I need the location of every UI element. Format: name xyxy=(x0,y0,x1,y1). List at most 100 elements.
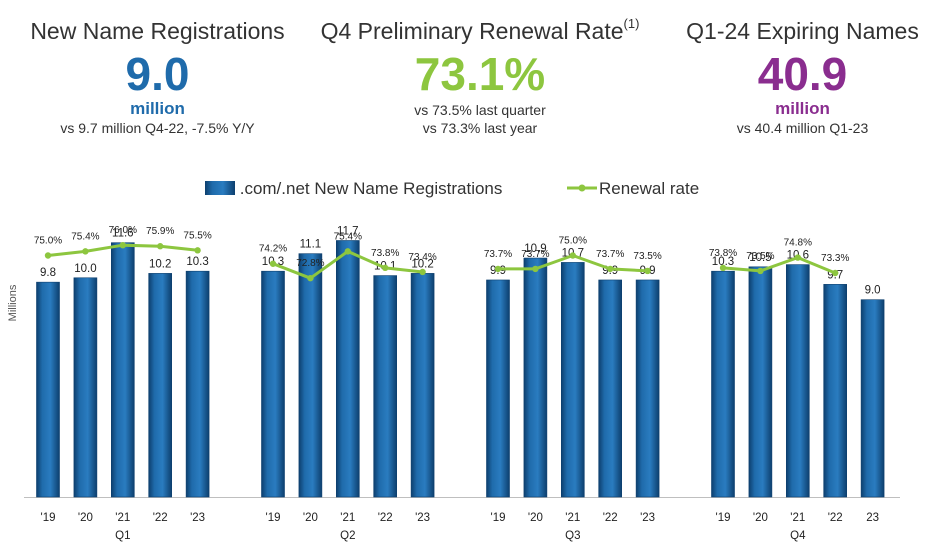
renewal-rate-label: 76.0% xyxy=(109,225,137,236)
renewal-rate-label: 73.7% xyxy=(521,249,549,260)
renewal-rate-label: 75.4% xyxy=(71,231,99,242)
bar xyxy=(111,242,135,498)
bar-value-label: 10.5 xyxy=(749,252,771,264)
bar-value-label: 11.1 xyxy=(300,239,322,251)
kpi-value: 9.0 xyxy=(125,48,190,100)
bar xyxy=(598,279,623,498)
renewal-rate-label: 73.7% xyxy=(596,249,624,260)
kpi-renewal-rate: Q4 Preliminary Renewal Rate(1) 73.1% vs … xyxy=(305,16,655,137)
renewal-rate-label: 75.9% xyxy=(146,226,174,237)
renewal-rate-label: 75.5% xyxy=(183,230,211,241)
bar xyxy=(410,273,435,498)
x-tick-label: '20 xyxy=(528,512,543,524)
renewal-rate-point xyxy=(719,264,727,272)
x-tick-label: '21 xyxy=(565,512,580,524)
legend-bar-swatch xyxy=(205,181,235,195)
x-tick-label: '20 xyxy=(303,512,318,524)
bar-value-label: 10.2 xyxy=(411,258,433,270)
kpi-value: 73.1% xyxy=(414,48,546,100)
renewal-rate-label: 73.7% xyxy=(484,249,512,260)
bar xyxy=(785,264,810,498)
kpi-note: vs 40.4 million Q1-23 xyxy=(736,120,869,136)
renewal-rate-point xyxy=(419,268,426,276)
renewal-rate-label: 75.4% xyxy=(334,231,362,242)
renewal-rate-label: 72.8% xyxy=(296,258,324,269)
x-tick-label: '19 xyxy=(266,512,281,524)
bar-value-label: 10.3 xyxy=(712,256,734,268)
renewal-rate-label: 74.8% xyxy=(784,238,812,249)
kpi-title: Q4 Preliminary Renewal Rate(1) xyxy=(305,16,655,45)
kpi-note: vs 9.7 million Q4-22, -7.5% Y/Y xyxy=(60,120,255,136)
renewal-rate-label: 75.0% xyxy=(34,236,62,247)
x-tick-label: '21 xyxy=(790,512,805,524)
x-tick-label: '21 xyxy=(115,512,130,524)
renewal-rate-point xyxy=(307,274,314,282)
renewal-rate-point xyxy=(157,243,164,250)
quarter-label: Q4 xyxy=(790,530,806,542)
x-tick-label: '20 xyxy=(78,512,93,524)
y-axis-label: Millions xyxy=(7,284,19,321)
kpi-note-year: vs 73.3% last year xyxy=(422,120,538,136)
bar xyxy=(73,277,98,498)
bar xyxy=(373,275,398,498)
legend-line-label: Renewal rate xyxy=(599,179,699,198)
renewal-rate-point xyxy=(644,267,651,275)
renewal-rate-point xyxy=(194,247,201,254)
bar xyxy=(36,281,60,498)
renewal-rate-point xyxy=(494,265,502,273)
renewal-rate-label: 75.0% xyxy=(559,236,587,247)
renewal-rate-point xyxy=(794,254,801,261)
x-tick-label: '19 xyxy=(491,512,506,524)
renewal-rate-point xyxy=(269,260,277,267)
bar xyxy=(261,270,285,498)
kpi-unit: million xyxy=(775,99,830,118)
bar-value-label: 10.3 xyxy=(186,256,208,268)
kpi-value: 40.9 xyxy=(757,48,848,100)
bar-value-label: 11.7 xyxy=(337,226,359,238)
renewal-rate-label: 73.8% xyxy=(709,248,737,259)
renewal-rate-point xyxy=(344,248,351,255)
x-tick-label: '22 xyxy=(603,512,618,524)
renewal-rate-label: 73.8% xyxy=(371,248,399,259)
renewal-rate-point xyxy=(382,264,389,272)
quarter-label: Q2 xyxy=(340,530,355,542)
bar-value-label: 9.8 xyxy=(40,267,56,279)
renewal-rate-label: 74.2% xyxy=(259,244,287,255)
bar xyxy=(635,279,660,498)
renewal-rate-point xyxy=(832,269,839,277)
renewal-rate-point xyxy=(44,252,52,259)
x-tick-label: '19 xyxy=(716,512,731,524)
kpi-note-quarter: vs 73.5% last quarter xyxy=(414,102,546,118)
kpi-title-text: Q4 Preliminary Renewal Rate xyxy=(320,18,624,44)
renewal-rate-label: 73.5% xyxy=(633,251,661,262)
bar xyxy=(523,257,548,498)
kpi-title: New Name Registrations xyxy=(30,18,285,44)
kpi-new-registrations: New Name Registrations 9.0 million vs 9.… xyxy=(20,18,295,137)
renewal-rate-point xyxy=(532,265,539,273)
bar xyxy=(860,299,885,498)
bar xyxy=(486,279,510,498)
renewal-rate-label: 73.4% xyxy=(408,252,436,263)
kpi-unit: million xyxy=(130,99,185,118)
x-tick-label: '20 xyxy=(753,512,768,524)
x-tick-label: '23 xyxy=(190,512,205,524)
bar xyxy=(711,270,735,498)
bar xyxy=(335,240,360,498)
bar xyxy=(560,262,585,498)
renewal-rate-point xyxy=(119,242,127,249)
bar xyxy=(823,284,848,498)
renewal-rate-line xyxy=(722,256,836,275)
bar xyxy=(298,253,323,498)
quarter-label: Q3 xyxy=(565,530,580,542)
renewal-rate-point xyxy=(757,267,764,275)
kpi-expiring-names: Q1-24 Expiring Names 40.9 million vs 40.… xyxy=(675,18,930,137)
bar xyxy=(185,270,210,498)
bar-value-label: 9.0 xyxy=(865,285,881,297)
footnote-marker: (1) xyxy=(623,16,640,31)
x-tick-label: '23 xyxy=(640,512,655,524)
legend-bar-label: .com/.net New Name Registrations xyxy=(235,179,502,198)
x-tick-label: 23 xyxy=(866,512,879,524)
x-tick-label: '23 xyxy=(415,512,430,524)
quarter-label: Q1 xyxy=(115,530,130,542)
